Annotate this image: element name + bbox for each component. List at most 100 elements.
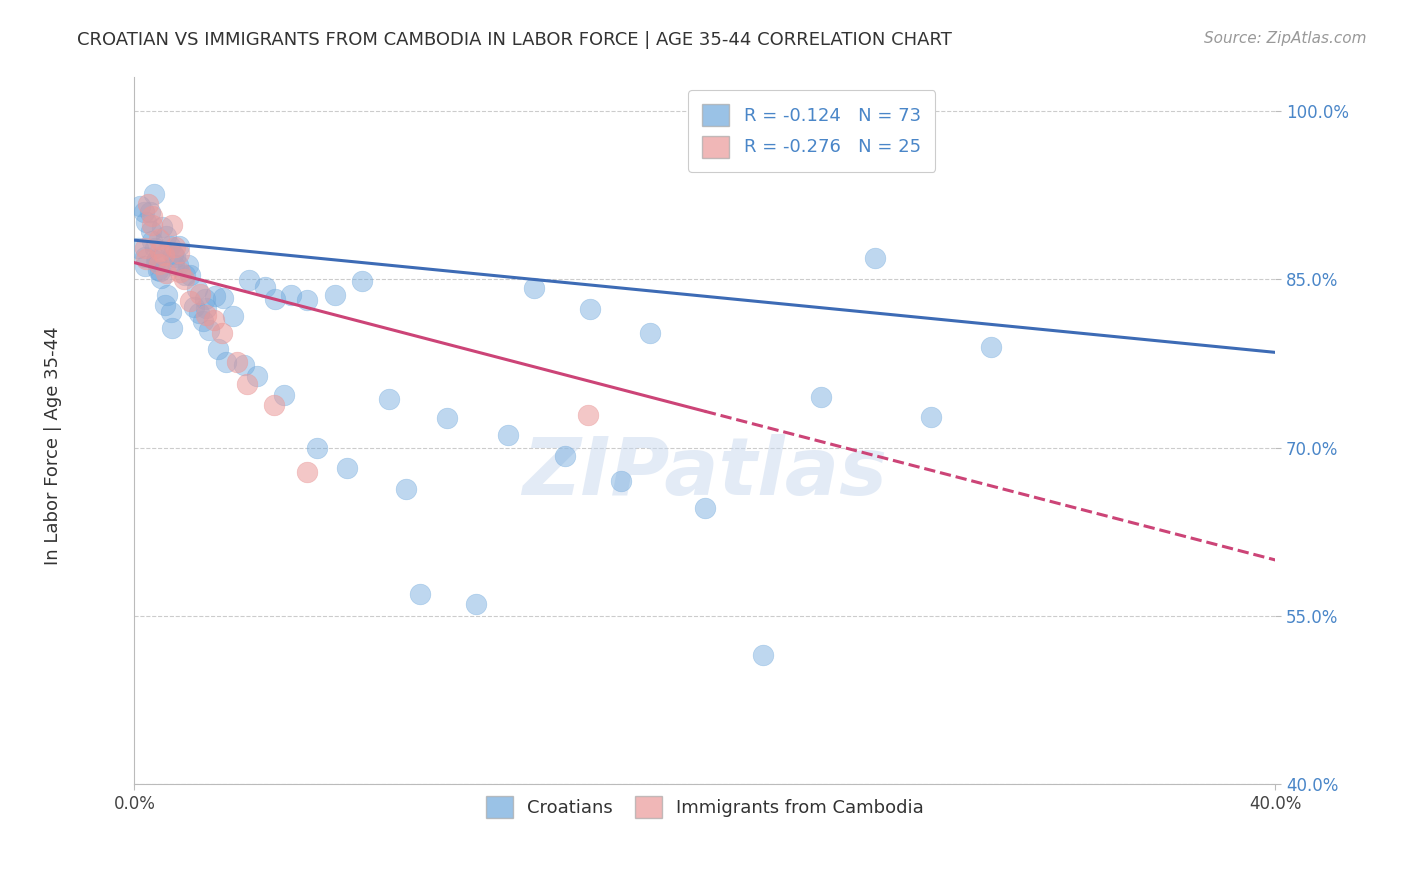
- Point: [134, 251, 156, 265]
- Point: [141, 218, 163, 232]
- Point: [207, 343, 229, 357]
- Point: [280, 287, 302, 301]
- Point: [143, 240, 166, 254]
- Point: [204, 289, 226, 303]
- Point: [352, 274, 374, 288]
- Point: [179, 294, 201, 309]
- Point: [162, 247, 184, 261]
- Point: [141, 210, 163, 224]
- Point: [150, 220, 173, 235]
- Point: [145, 254, 167, 268]
- Point: [152, 248, 174, 262]
- Point: [554, 449, 576, 463]
- Point: [576, 408, 599, 422]
- Point: [159, 239, 181, 253]
- Point: [146, 252, 169, 266]
- Point: [135, 252, 157, 267]
- Point: [127, 241, 149, 255]
- Point: [211, 291, 233, 305]
- Point: [194, 292, 217, 306]
- Point: [198, 323, 221, 337]
- Point: [139, 205, 162, 219]
- Point: [579, 302, 602, 317]
- Point: [139, 224, 162, 238]
- Point: [465, 597, 488, 611]
- Point: [752, 648, 775, 663]
- Point: [638, 326, 661, 340]
- Point: [263, 397, 285, 411]
- Point: [188, 306, 211, 320]
- Point: [148, 257, 170, 271]
- Point: [323, 288, 346, 302]
- Point: [160, 305, 183, 319]
- Legend: Croatians, Immigrants from Cambodia: Croatians, Immigrants from Cambodia: [478, 789, 931, 825]
- Point: [195, 308, 218, 322]
- Point: [135, 215, 157, 229]
- Point: [436, 410, 458, 425]
- Text: In Labor Force | Age 35-44: In Labor Force | Age 35-44: [45, 326, 62, 566]
- Point: [167, 258, 190, 272]
- Point: [863, 251, 886, 265]
- Point: [920, 409, 942, 424]
- Point: [165, 240, 187, 254]
- Point: [174, 268, 197, 283]
- Point: [155, 298, 177, 312]
- Point: [143, 186, 166, 201]
- Point: [246, 368, 269, 383]
- Point: [215, 354, 238, 368]
- Point: [226, 355, 249, 369]
- Point: [156, 287, 179, 301]
- Point: [163, 250, 186, 264]
- Point: [134, 259, 156, 273]
- Point: [236, 376, 259, 391]
- Point: [295, 293, 318, 307]
- Point: [129, 199, 152, 213]
- Text: Source: ZipAtlas.com: Source: ZipAtlas.com: [1204, 31, 1367, 46]
- Point: [162, 258, 184, 272]
- Point: [155, 266, 177, 280]
- Point: [186, 282, 208, 296]
- Point: [162, 321, 184, 335]
- Point: [149, 270, 172, 285]
- Point: [179, 268, 201, 282]
- Point: [980, 340, 1002, 354]
- Point: [297, 465, 319, 479]
- Point: [610, 474, 633, 488]
- Point: [395, 482, 418, 496]
- Point: [202, 312, 225, 326]
- Point: [148, 232, 170, 246]
- Point: [523, 281, 546, 295]
- Point: [149, 264, 172, 278]
- Point: [194, 301, 217, 315]
- Point: [160, 218, 183, 232]
- Text: ZIPatlas: ZIPatlas: [523, 434, 887, 512]
- Point: [264, 293, 287, 307]
- Point: [146, 263, 169, 277]
- Text: CROATIAN VS IMMIGRANTS FROM CAMBODIA IN LABOR FORCE | AGE 35-44 CORRELATION CHAR: CROATIAN VS IMMIGRANTS FROM CAMBODIA IN …: [77, 31, 952, 49]
- Point: [167, 246, 190, 260]
- Point: [155, 228, 177, 243]
- Point: [254, 280, 277, 294]
- Point: [496, 427, 519, 442]
- Point: [191, 314, 214, 328]
- Point: [177, 258, 200, 272]
- Point: [211, 326, 233, 340]
- Point: [378, 392, 401, 407]
- Point: [408, 587, 430, 601]
- Point: [273, 388, 295, 402]
- Point: [141, 234, 163, 248]
- Point: [136, 197, 159, 211]
- Point: [810, 390, 832, 404]
- Point: [149, 244, 172, 258]
- Point: [238, 273, 260, 287]
- Point: [693, 500, 716, 515]
- Point: [336, 460, 359, 475]
- Point: [221, 309, 243, 323]
- Point: [167, 239, 190, 253]
- Point: [134, 241, 156, 255]
- Point: [132, 204, 155, 219]
- Point: [188, 287, 211, 301]
- Point: [173, 272, 195, 286]
- Point: [183, 300, 205, 314]
- Point: [232, 358, 254, 372]
